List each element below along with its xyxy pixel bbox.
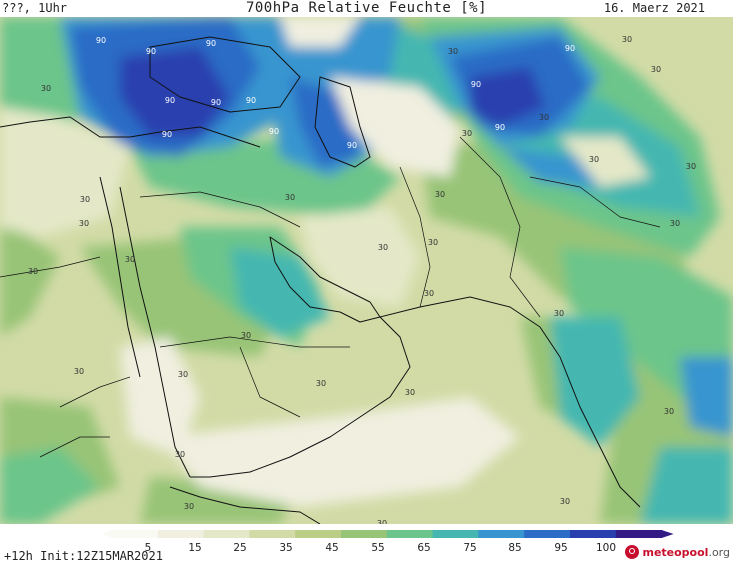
svg-text:30: 30 (560, 497, 570, 506)
svg-text:30: 30 (74, 367, 84, 376)
colorbar-swatch (386, 530, 434, 538)
logo-suffix: .org (708, 545, 730, 559)
svg-text:30: 30 (435, 190, 445, 199)
colorbar-tick-label: 55 (371, 542, 384, 554)
svg-text:90: 90 (211, 98, 221, 107)
colorbar: 5 15 25 35 45 55 65 75 85 95 100 (102, 530, 674, 554)
meteopool-logo[interactable]: meteopool.org (625, 545, 730, 559)
svg-text:30: 30 (178, 370, 188, 379)
colorbar-swatch (157, 530, 205, 538)
svg-text:90: 90 (471, 80, 481, 89)
svg-text:30: 30 (651, 65, 661, 74)
svg-text:30: 30 (428, 238, 438, 247)
colorbar-swatch (524, 530, 571, 538)
svg-text:30: 30 (80, 195, 90, 204)
colorbar-min-arrow (102, 530, 112, 538)
colorbar-tick-label: 100 (596, 542, 616, 554)
svg-text:30: 30 (448, 47, 458, 56)
svg-text:30: 30 (405, 388, 415, 397)
svg-text:30: 30 (378, 243, 388, 252)
svg-text:90: 90 (347, 141, 357, 150)
logo-name: meteopool (642, 545, 709, 559)
colorbar-tick-label: 15 (188, 542, 201, 554)
colorbar-max-arrow (661, 530, 674, 538)
valid-date: 16. Maerz 2021 (603, 1, 705, 15)
colorbar-tick-label: 85 (508, 542, 521, 554)
colorbar-swatch (112, 530, 159, 538)
colorbar-tick-label: 75 (463, 542, 476, 554)
svg-text:30: 30 (184, 502, 194, 511)
svg-text:30: 30 (28, 267, 38, 276)
svg-text:30: 30 (175, 450, 185, 459)
colorbar-tick-label: 95 (554, 542, 567, 554)
colorbar-swatch (203, 530, 250, 538)
svg-text:30: 30 (664, 407, 674, 416)
colorbar-swatch (432, 530, 479, 538)
colorbar-ticks: 5 15 25 35 45 55 65 75 85 95 100 (145, 542, 616, 554)
svg-text:30: 30 (285, 193, 295, 202)
svg-text:30: 30 (622, 35, 632, 44)
svg-text:30: 30 (462, 129, 472, 138)
humidity-map: 30 30 30 30 30 30 30 30 30 30 30 30 30 3… (0, 17, 733, 524)
svg-text:30: 30 (316, 379, 326, 388)
colorbar-swatch (249, 530, 296, 538)
label-90: 90 90 90 90 90 90 90 90 90 90 90 90 (96, 36, 575, 150)
colorbar-tick-label: 35 (279, 542, 292, 554)
logo-icon (625, 545, 640, 559)
colorbar-swatch (570, 530, 617, 538)
colorbar-tick-label: 25 (233, 542, 246, 554)
colorbar-swatch (341, 530, 388, 538)
colorbar-swatch (295, 530, 342, 538)
svg-text:30: 30 (41, 84, 51, 93)
colorbar-tick-label: 5 (145, 542, 152, 554)
colorbar-swatch (615, 530, 663, 538)
svg-text:30: 30 (424, 289, 434, 298)
coastlines-and-borders (0, 36, 661, 524)
svg-text:30: 30 (670, 219, 680, 228)
colorbar-swatch (478, 530, 525, 538)
svg-text:90: 90 (162, 130, 172, 139)
contour-labels: 30 30 30 30 30 30 30 30 30 30 30 30 30 3… (28, 35, 696, 524)
svg-text:90: 90 (206, 39, 216, 48)
svg-text:90: 90 (495, 123, 505, 132)
svg-text:90: 90 (246, 96, 256, 105)
init-time-label: +12h Init:12Z15MAR2021 (4, 549, 163, 563)
colorbar-tick-label: 45 (325, 542, 338, 554)
svg-text:90: 90 (96, 36, 106, 45)
svg-text:90: 90 (146, 47, 156, 56)
svg-text:30: 30 (79, 219, 89, 228)
svg-text:30: 30 (377, 519, 387, 524)
svg-text:30: 30 (554, 309, 564, 318)
svg-text:30: 30 (125, 255, 135, 264)
svg-text:30: 30 (241, 331, 251, 340)
svg-text:90: 90 (565, 44, 575, 53)
logo-text: meteopool.org (642, 546, 730, 559)
svg-text:90: 90 (165, 96, 175, 105)
svg-text:90: 90 (269, 127, 279, 136)
svg-text:30: 30 (686, 162, 696, 171)
humidity-field (0, 17, 733, 524)
colorbar-swatches (102, 530, 674, 538)
valid-day-label: ???, 1Uhr (2, 1, 68, 15)
map-title: 700hPa Relative Feuchte [%] (245, 0, 488, 16)
label-30: 30 30 30 30 30 30 30 30 30 30 30 30 30 3… (28, 35, 696, 524)
svg-text:30: 30 (539, 113, 549, 122)
svg-text:30: 30 (589, 155, 599, 164)
colorbar-tick-label: 65 (417, 542, 430, 554)
